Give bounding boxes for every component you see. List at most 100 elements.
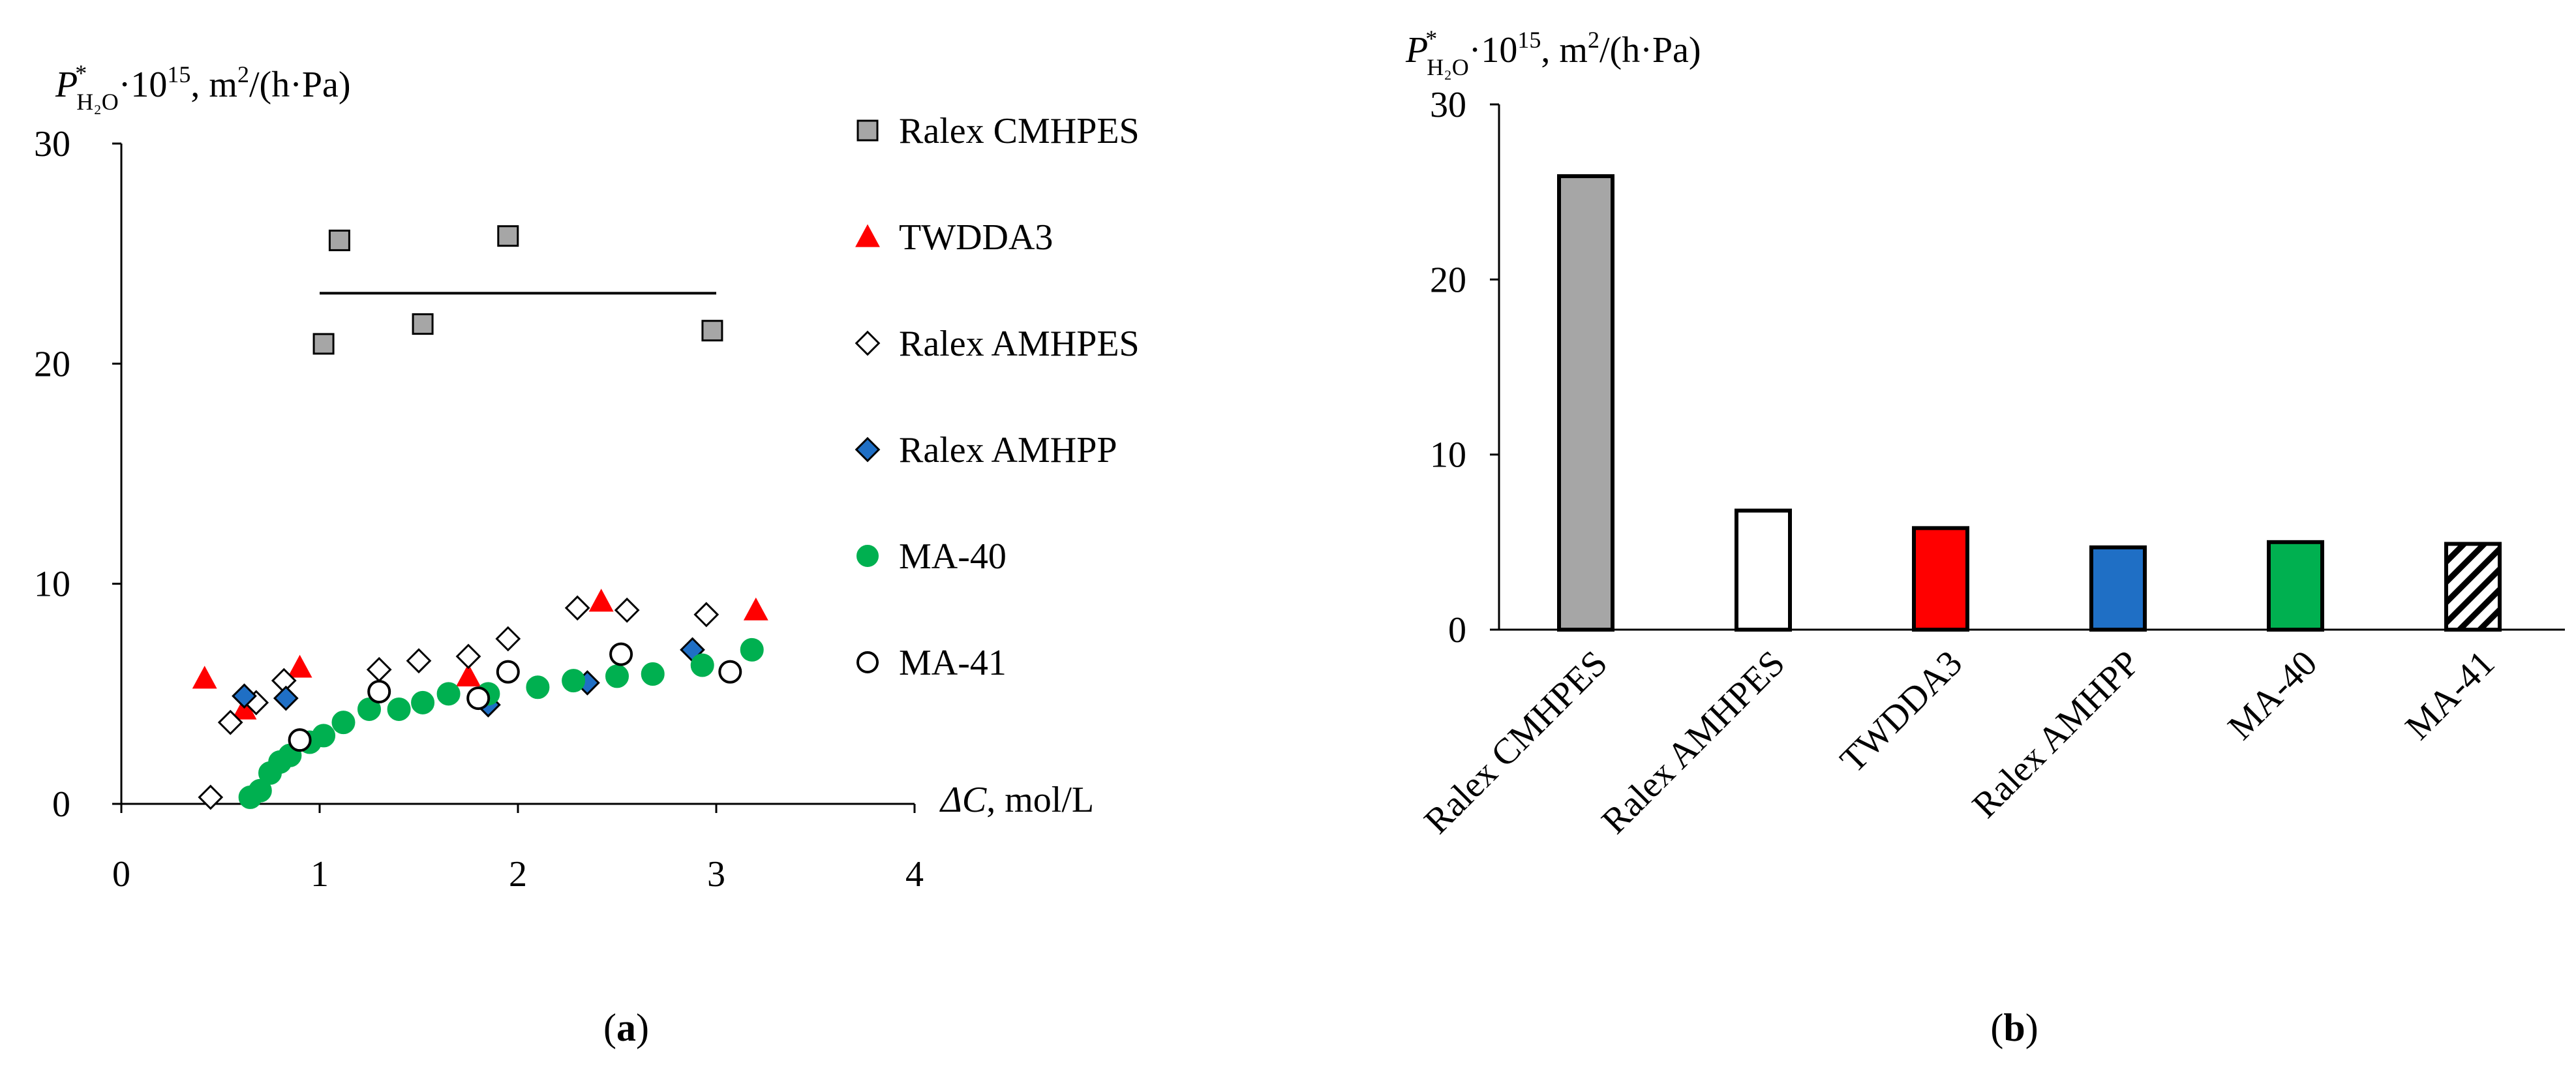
data-point (406, 648, 432, 674)
panel-a-x-ticks: 0 1 2 3 4 (112, 804, 924, 895)
legend-label: Ralex AMHPP (899, 430, 1117, 470)
y-tick-label: 20 (34, 344, 70, 384)
data-point (387, 697, 411, 721)
data-point (412, 313, 434, 335)
data-point (287, 654, 312, 678)
legend-entry-ralex-amhpp: Ralex AMHPP (855, 430, 1117, 470)
data-point (564, 595, 590, 621)
panel-b-bars (1557, 174, 2502, 632)
x-tick-label: 2 (509, 854, 527, 895)
legend-marker (856, 119, 879, 142)
legend-marker (856, 651, 879, 673)
y-tick-label: 0 (1448, 610, 1466, 651)
panel-a-ylabel: P* H₂O·1015, m2/(h·Pa) (55, 60, 351, 115)
bar-twdda3 (1912, 526, 1969, 632)
x-tick-label: 1 (311, 854, 329, 895)
legend-entry-ma-41: MA-41 (856, 643, 1007, 683)
data-point (232, 683, 257, 709)
panel-b: P* H₂O·1015, m2/(h·Pa) 0 10 20 30 Ralex CMHP… (1405, 25, 2565, 1049)
bar-ma-41 (2444, 542, 2502, 632)
data-point (526, 675, 550, 699)
data-point (411, 690, 435, 714)
x-tick-label: 3 (707, 854, 725, 895)
data-point (701, 320, 723, 342)
data-point (288, 728, 312, 752)
category-label-twdda3: TWDDA3 (1832, 643, 1970, 780)
category-label-ma-40: MA-40 (2220, 643, 2325, 747)
legend-marker (855, 437, 881, 463)
legend-entry-ma-40: MA-40 (856, 536, 1007, 577)
panel-b-label: (b) (1990, 1006, 2038, 1049)
panel-a-points (192, 225, 768, 810)
y-tick-label: 0 (52, 784, 70, 825)
data-point (366, 656, 392, 683)
y-tick-label: 30 (34, 124, 70, 164)
y-tick-label: 10 (34, 564, 70, 605)
data-point (690, 653, 714, 677)
data-point (456, 663, 481, 687)
y-tick-label: 10 (1430, 435, 1466, 476)
data-point (455, 643, 481, 669)
data-point (641, 662, 665, 686)
data-point (562, 669, 586, 693)
bar-ralex-cmhpes (1557, 174, 1614, 632)
data-point (331, 711, 356, 735)
series-ralex-amhpes (198, 595, 720, 810)
legend-label: Ralex AMHPES (899, 324, 1140, 364)
legend-label: MA-41 (899, 643, 1007, 683)
panel-b-y-ticks: 0 10 20 30 (1430, 85, 1499, 651)
data-point (466, 686, 491, 711)
panel-a: P* H₂O·1015, m2/(h·Pa) 0 10 20 30 0 1 2 3 4 ΔC, … (34, 60, 1140, 1049)
category-label-ralex-amhpp: Ralex AMHPP (1965, 643, 2147, 825)
bar-ma-40 (2267, 540, 2324, 632)
series-ma-41 (288, 642, 742, 752)
legend-marker (856, 545, 879, 567)
category-label-ma-41: MA-41 (2398, 643, 2502, 747)
panel-a-label: (a) (603, 1006, 649, 1049)
category-label-ralex-amhpes: Ralex AMHPES (1594, 643, 1793, 842)
data-point (740, 637, 764, 662)
legend: Ralex CMHPES TWDDA3 Ralex AMHPES Ralex AMHP… (855, 111, 1140, 683)
data-point (436, 682, 461, 706)
legend-label: TWDDA3 (899, 217, 1053, 258)
category-label-ralex-cmhpes: Ralex CMHPES (1417, 643, 1616, 842)
data-point (497, 225, 519, 247)
panel-a-y-ticks: 0 10 20 30 (34, 124, 121, 825)
data-point (273, 685, 299, 711)
data-point (588, 589, 614, 612)
data-point (609, 642, 633, 666)
bar-ralex-amhpes (1735, 508, 1792, 632)
data-point (357, 697, 381, 721)
panel-b-ylabel: P* H₂O·1015, m2/(h·Pa) (1405, 25, 1701, 80)
legend-label: Ralex CMHPES (899, 111, 1140, 151)
legend-entry-twdda3: TWDDA3 (855, 217, 1053, 258)
panel-a-xlabel: ΔC, mol/L (939, 780, 1094, 820)
legend-marker (855, 224, 880, 247)
data-point (198, 784, 224, 810)
x-tick-label: 0 (112, 854, 130, 895)
data-point (312, 724, 336, 748)
bar-ralex-amhpp (2089, 545, 2147, 632)
data-point (496, 660, 520, 684)
data-point (743, 597, 768, 621)
series-twdda3 (192, 589, 768, 720)
y-tick-label: 20 (1430, 260, 1466, 300)
data-point (248, 778, 272, 803)
legend-label: MA-40 (899, 536, 1007, 577)
data-point (192, 666, 217, 689)
data-point (693, 602, 720, 628)
y-tick-label: 30 (1430, 85, 1466, 125)
legend-marker (855, 330, 881, 356)
legend-entry-ralex-amhpes: Ralex AMHPES (855, 324, 1140, 364)
data-point (718, 660, 742, 684)
data-point (328, 229, 350, 251)
data-point (217, 709, 243, 735)
data-point (605, 664, 629, 688)
data-point (614, 597, 640, 623)
data-point (312, 333, 335, 355)
data-point (495, 626, 521, 652)
x-tick-label: 4 (905, 854, 924, 895)
series-ralex-cmhpes (312, 225, 723, 355)
